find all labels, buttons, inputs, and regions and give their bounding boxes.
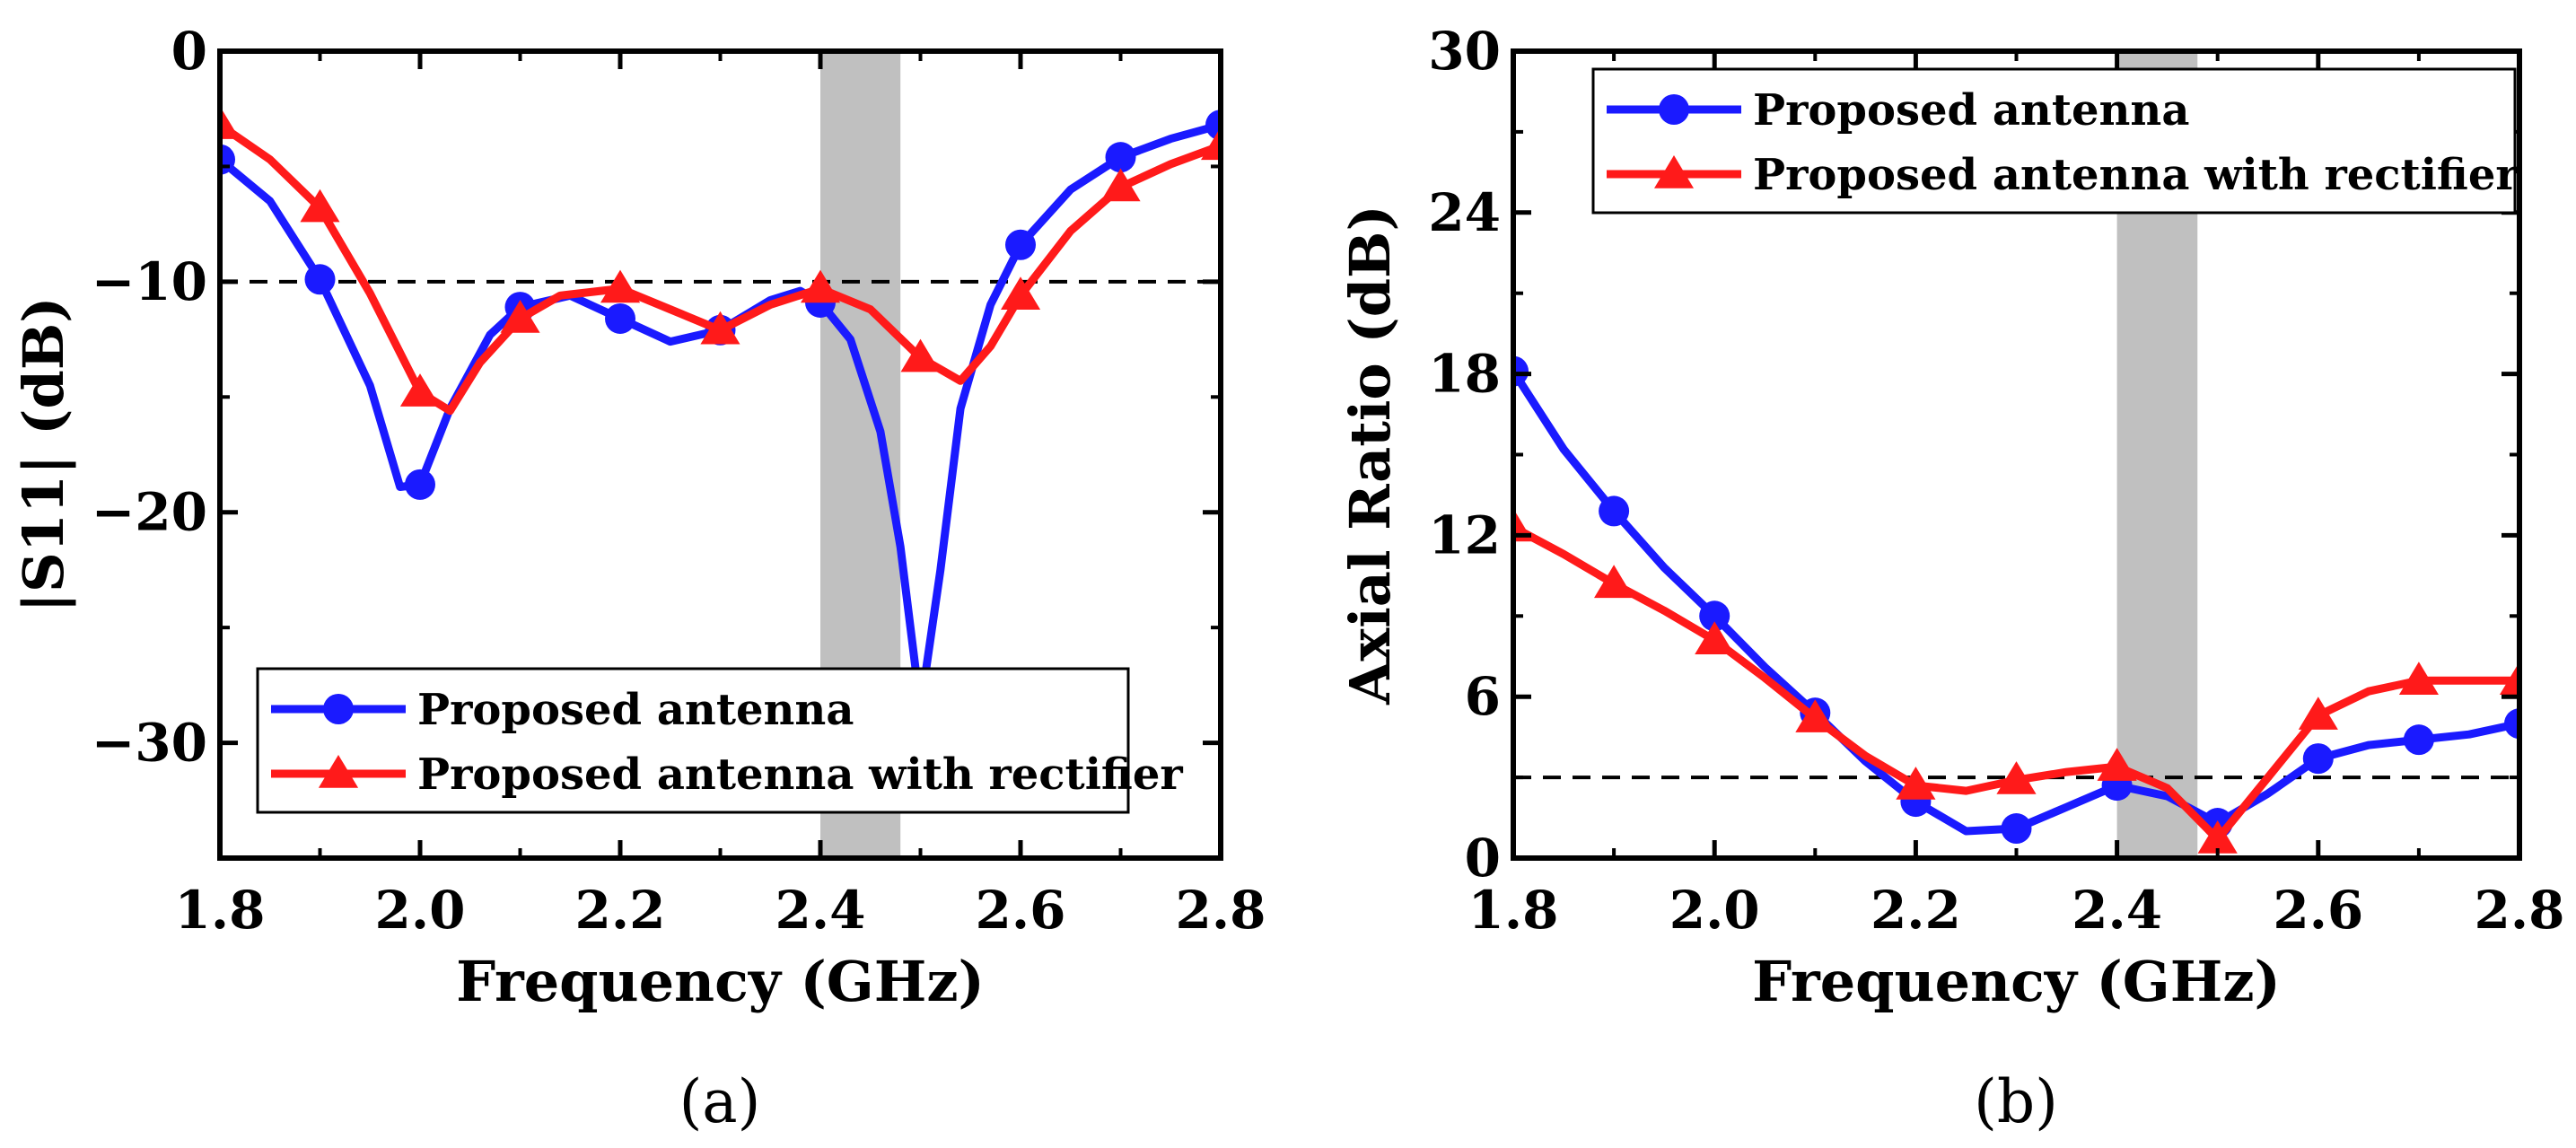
legend-swatch-marker [1654, 155, 1694, 188]
legend: Proposed antenna Proposed antenna with re… [1591, 67, 2519, 215]
data-point [1599, 495, 1630, 527]
data-point [600, 269, 641, 303]
data-point [1513, 355, 1529, 387]
data-point [500, 300, 540, 333]
x-tick-label: 2.4 [775, 880, 866, 941]
data-point [405, 469, 435, 500]
data-point [2097, 748, 2137, 781]
legend: Proposed antenna Proposed antenna with re… [256, 667, 1183, 814]
x-axis-title: Frequency (GHz) [1752, 949, 2281, 1014]
y-tick-label: 6 [1465, 666, 1501, 727]
legend-swatch-marker [318, 755, 359, 788]
data-point [300, 188, 340, 223]
data-point [2302, 743, 2334, 775]
y-tick-label: −10 [92, 251, 207, 312]
data-point [801, 269, 840, 303]
data-point [2403, 724, 2434, 756]
legend-label: Proposed antenna with rectifier [1753, 150, 2519, 200]
data-point [1005, 229, 1036, 260]
series-line [220, 120, 1221, 713]
y-tick-label: 0 [1465, 828, 1501, 889]
data-point [2499, 662, 2519, 695]
x-tick-label: 2.8 [1176, 880, 1266, 941]
data-point [1205, 110, 1221, 141]
legend-box [256, 667, 1130, 814]
chart-panel-b: 1.8 2.0 2.2 2.4 2.6 2.8 0 6 12 18 24 30 Frequency (G… [1337, 21, 2564, 1136]
data-point [700, 311, 740, 345]
data-point [1695, 621, 1735, 654]
y-axis-title: |S11| (dB) [11, 296, 76, 612]
legend-swatch-marker [1659, 94, 1689, 125]
legend-swatch-marker [323, 694, 354, 724]
data-point [2001, 813, 2032, 845]
data-point [1795, 699, 1836, 732]
panel-label: (a) [679, 1067, 761, 1136]
x-tick-label: 2.0 [1669, 880, 1760, 941]
y-tick-label: 0 [171, 21, 207, 82]
data-point [1201, 127, 1221, 161]
data-point [1896, 767, 1936, 800]
data-point [2298, 697, 2338, 730]
x-axis-title: Frequency (GHz) [456, 949, 985, 1014]
data-point [2504, 708, 2519, 740]
chart-panel-a: 1.8 2.0 2.2 2.4 2.6 2.8 0 −10 −20 −30 Frequency (G… [11, 21, 1266, 1136]
panel-label: (b) [1974, 1067, 2058, 1136]
data-point [399, 373, 441, 407]
data-point [1105, 142, 1136, 173]
legend-box [1591, 67, 2517, 215]
data-point [1996, 761, 2037, 794]
data-point [1100, 168, 1141, 202]
series-line [220, 120, 1221, 416]
y-tick-label: 30 [1428, 21, 1501, 82]
y-tick-label: 18 [1428, 344, 1501, 405]
x-tick-label: 2.8 [2475, 880, 2565, 941]
series-proposed-antenna-with-rectifier [1513, 508, 2519, 854]
x-tick-label: 2.2 [1871, 880, 1961, 941]
y-tick-label: −30 [92, 713, 207, 774]
x-tick-label: 1.8 [1468, 880, 1559, 941]
data-point [1699, 600, 1730, 632]
x-tick-label: 2.4 [2072, 880, 2162, 941]
data-point [220, 106, 241, 139]
y-tick-label: 24 [1428, 182, 1501, 243]
legend-label: Proposed antenna with rectifier [417, 749, 1183, 800]
y-tick-label: 12 [1428, 504, 1501, 565]
data-point [2197, 820, 2238, 854]
data-point [1594, 565, 1634, 599]
x-tick-label: 2.6 [976, 880, 1066, 941]
x-tick-label: 2.2 [575, 880, 666, 941]
y-axis-title: Axial Ratio (dB) [1337, 205, 1403, 705]
legend-label: Proposed antenna [1753, 85, 2189, 136]
data-point [304, 264, 336, 295]
x-tick-label: 2.6 [2273, 880, 2363, 941]
series-proposed-antenna [220, 110, 1221, 724]
data-point [2398, 662, 2439, 695]
series-proposed-antenna-with-rectifier [220, 106, 1221, 416]
data-point [1001, 276, 1041, 310]
legend-label: Proposed antenna [417, 685, 854, 735]
x-tick-label: 2.0 [375, 880, 466, 941]
data-point [900, 338, 941, 372]
x-tick-label: 1.8 [175, 880, 266, 941]
data-point [605, 302, 635, 334]
y-tick-label: −20 [92, 482, 207, 543]
